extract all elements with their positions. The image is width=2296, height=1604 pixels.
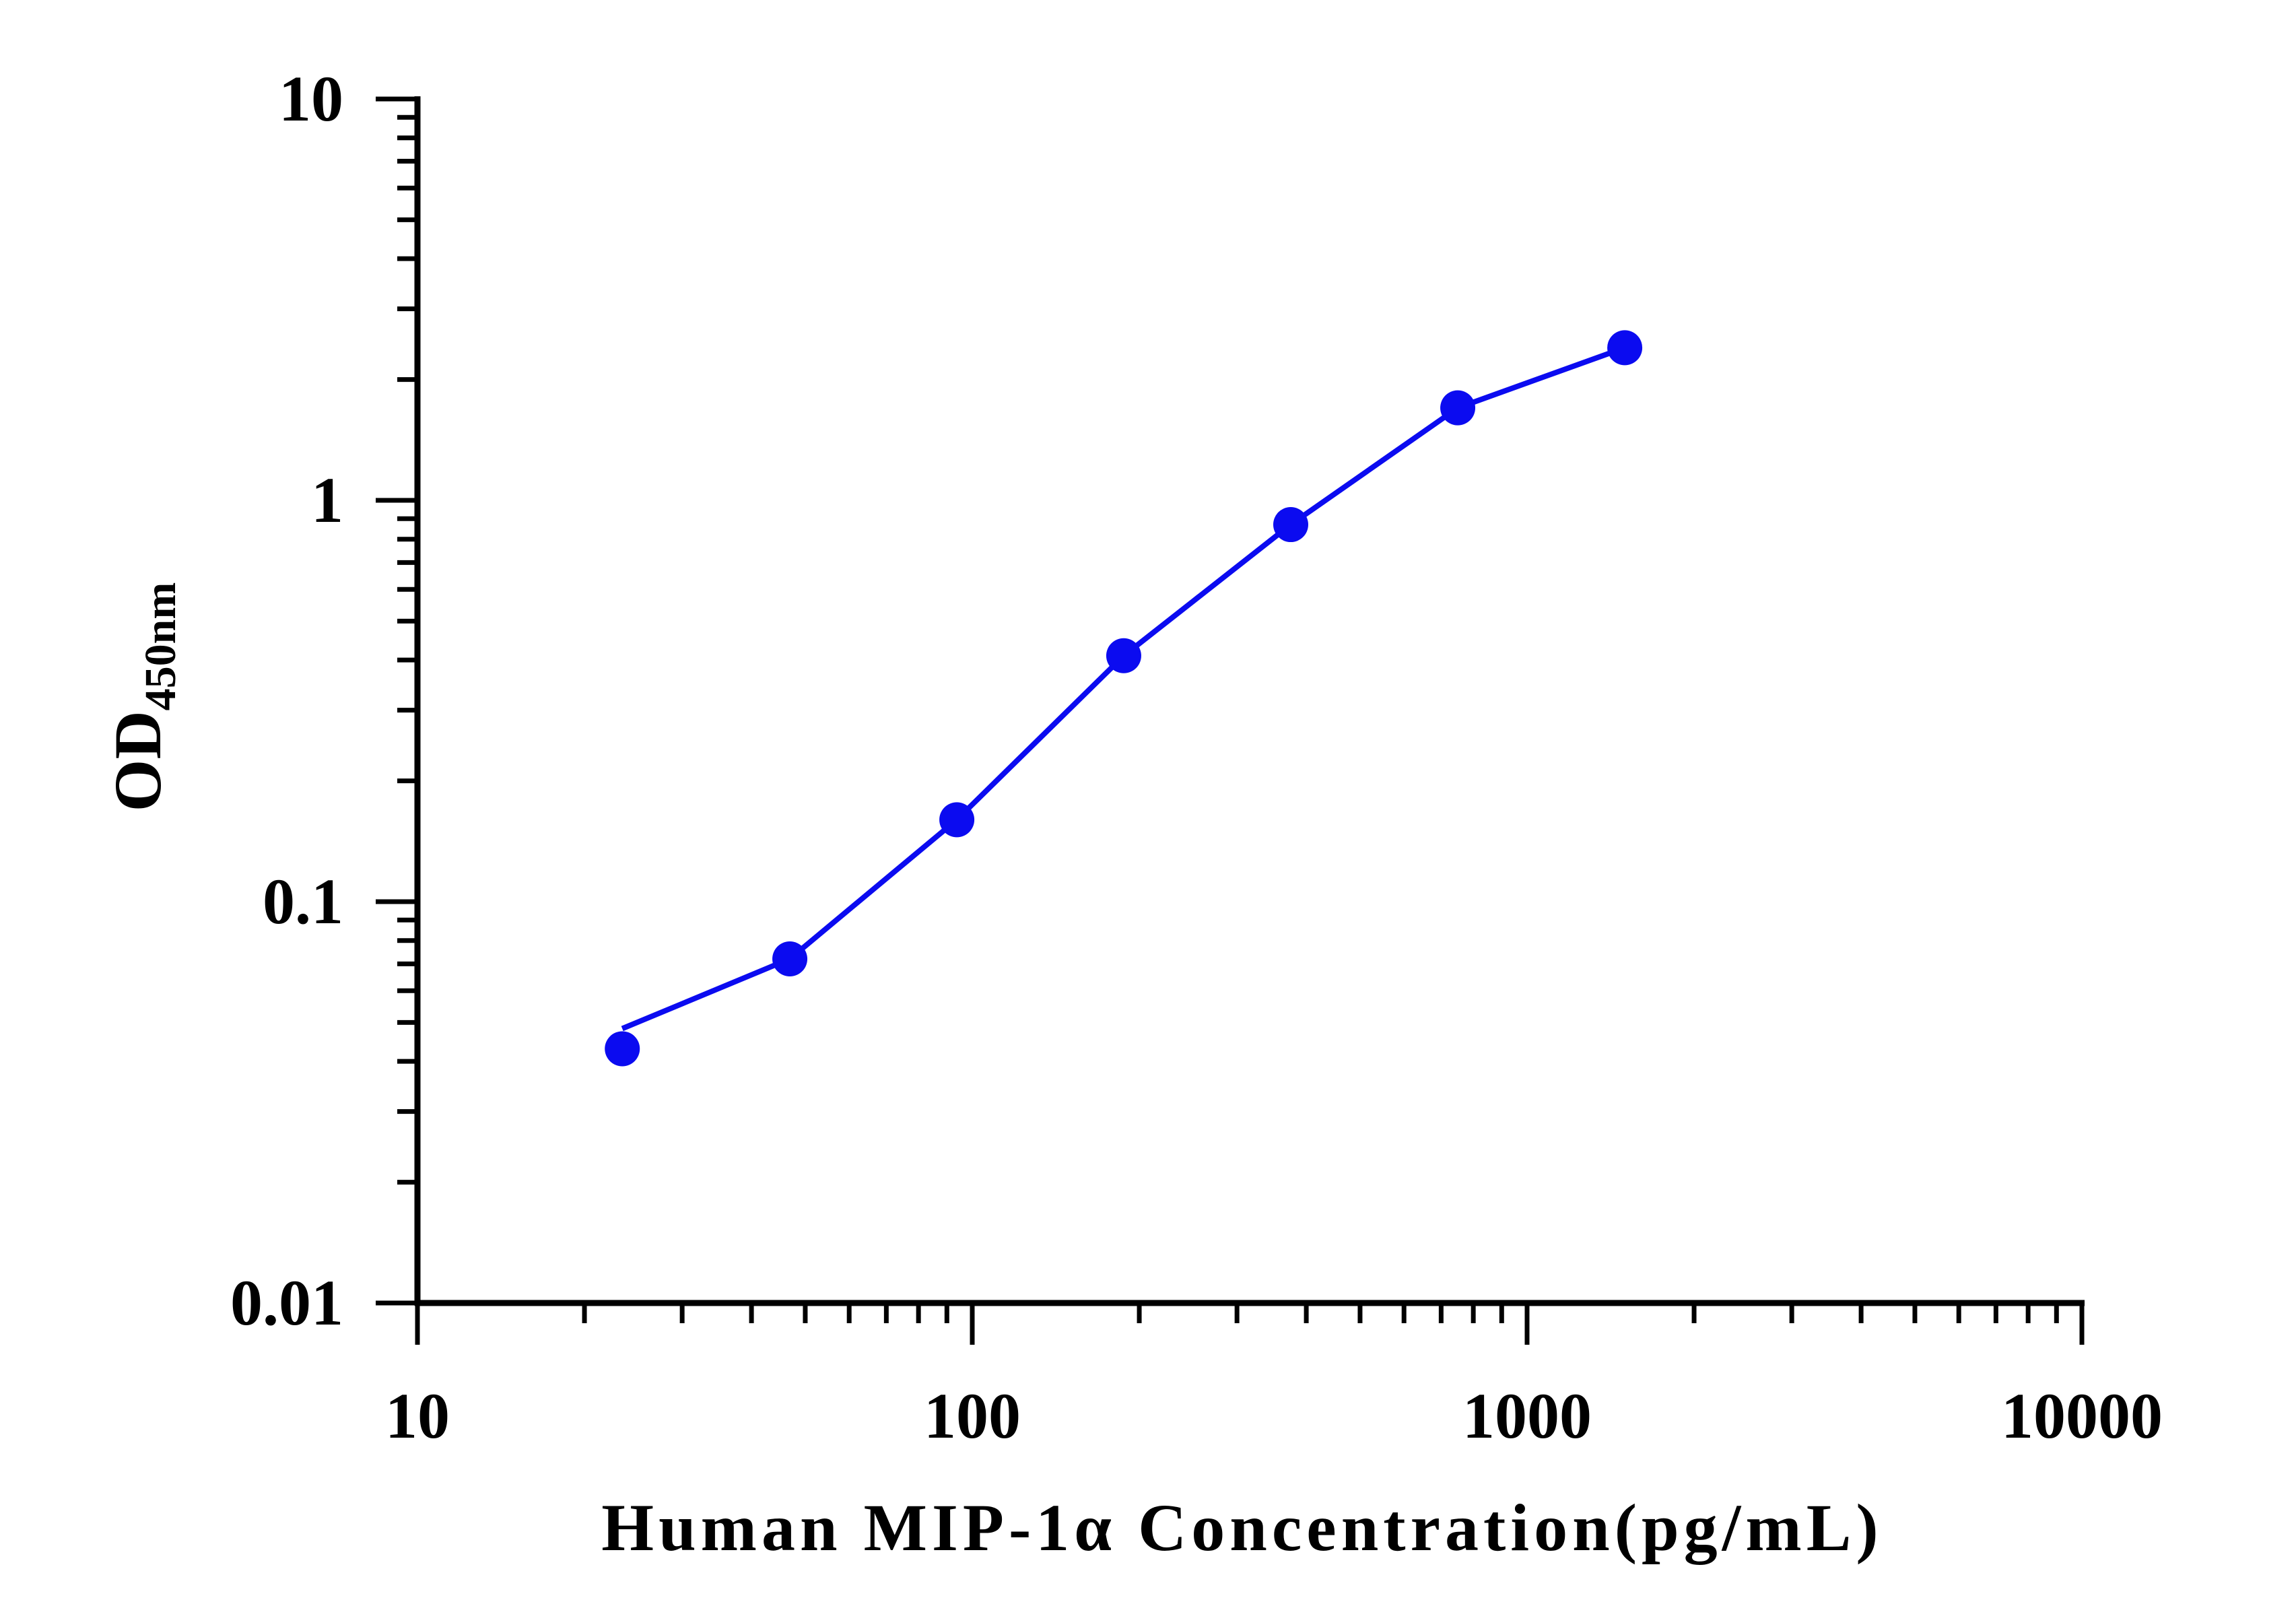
ticks [376,96,2085,1345]
y-tick-label: 0.01 [230,1267,343,1339]
y-tick-label: 1 [311,464,343,536]
y-tick-label: 10 [279,63,343,135]
data-series [605,330,1643,1067]
series-line [621,345,1626,1032]
x-tick-label: 10 [385,1380,450,1452]
y-tick-label: 0.1 [263,865,343,937]
y-axis-label-subscript: 450nm [136,582,185,711]
x-axis-label: Human MIP-1α Concentration(pg/mL) [601,1490,1883,1565]
data-point [1440,390,1476,426]
x-tick-label: 1000 [1462,1380,1592,1452]
axes [414,96,2085,1306]
x-tick-label: 10000 [2001,1380,2163,1452]
data-point [772,941,808,977]
data-point [1273,507,1309,543]
data-point [605,1031,640,1067]
y-axis-label-main: OD [100,710,175,811]
data-point [1607,330,1643,366]
data-point [1106,638,1141,673]
y-axis-label: OD450nm [100,582,185,812]
x-tick-label: 100 [924,1380,1021,1452]
tick-labels: 0.01 0.1 1 10 10 100 1000 10000 [230,63,2163,1452]
data-point [939,802,975,838]
